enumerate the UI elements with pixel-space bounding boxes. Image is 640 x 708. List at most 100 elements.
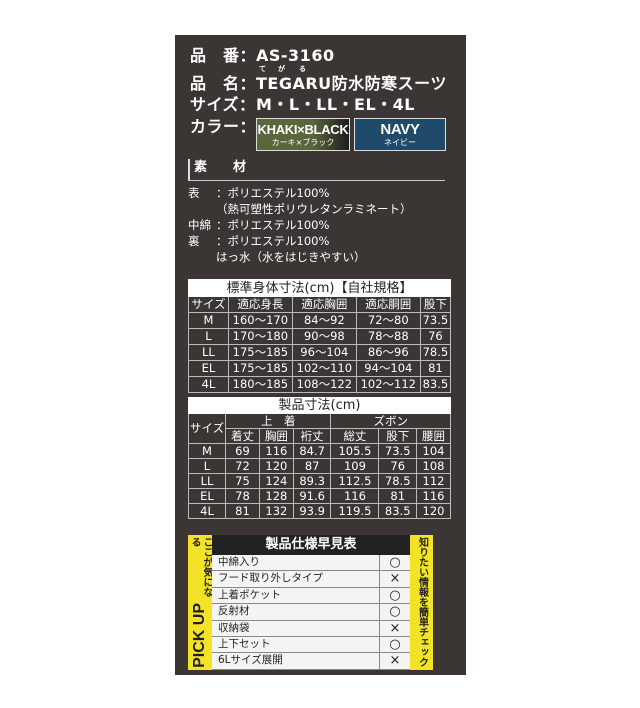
table-row: LL 175〜185 96〜104 86〜96 78.5: [188, 344, 452, 361]
material-line: はっ水（水をはじきやすい）: [216, 250, 366, 264]
table-cell: 109: [330, 458, 380, 474]
table-cell: L: [188, 458, 226, 474]
material-line: 表：ポリエステル100%: [188, 186, 330, 200]
table-cell: 120: [416, 503, 451, 519]
column-header: 適応胸囲: [291, 296, 357, 313]
table-cell: 84.7: [292, 443, 332, 459]
table-cell: 73.5: [378, 443, 418, 459]
table-cell: 73.5: [419, 312, 452, 329]
pickup-item: フード取り外しタイプ ×: [212, 571, 410, 588]
table-cell: EL: [188, 360, 229, 377]
table-cell: 72: [225, 458, 260, 474]
table-cell: 112.5: [330, 473, 380, 489]
column-header: 裄丈: [292, 428, 332, 444]
table-row: L 170〜180 90〜98 78〜88 76: [188, 328, 452, 345]
pickup-item: 中綿入り ○: [212, 555, 410, 572]
table-cell: M: [188, 312, 229, 329]
table-cell: 112: [416, 473, 451, 489]
table-cell: 69: [225, 443, 260, 459]
table-cell: 91.6: [292, 488, 332, 504]
material-line: （熱可塑性ポリウレタンラミネート）: [216, 202, 412, 216]
table-cell: 124: [258, 473, 294, 489]
column-header: 股下: [378, 428, 418, 444]
table-cell: 4L: [188, 503, 226, 519]
table-cell: EL: [188, 488, 226, 504]
pickup-item-mark: ○: [389, 604, 401, 620]
table-cell: 132: [258, 503, 294, 519]
pickup-item-name: フード取り外しタイプ: [212, 571, 380, 587]
column-header: 適応胴囲: [355, 296, 421, 313]
column-header: 適応身長: [227, 296, 293, 313]
body-table-title: 標準身体寸法(cm)【自社規格】: [188, 279, 451, 297]
table-cell: LL: [188, 473, 226, 489]
table-cell: 84〜92: [291, 312, 357, 329]
column-header: 着丈: [225, 428, 260, 444]
pickup-item-mark: ×: [389, 620, 401, 636]
table-cell: 180〜185: [227, 376, 293, 393]
product-size-table: 製品寸法(cm) サイズ上 着ズボン 着丈 胸囲 裄丈 総丈 股下 腰囲 M 69 116 84…: [188, 397, 451, 519]
product-sizes: サイズ：M・L・LL・EL・4L: [190, 95, 415, 114]
table-row: LL 75 124 89.3 112.5 78.5 112: [188, 473, 451, 489]
pickup-item: 上着ポケット ○: [212, 587, 410, 605]
material-line: 中綿 ：ポリエステル100%: [188, 218, 330, 232]
group-header: 上 着: [224, 413, 332, 429]
pickup-item-name: 上着ポケット: [212, 587, 380, 604]
table-cell: 87: [292, 458, 332, 474]
table-cell: M: [188, 443, 226, 459]
table-cell: 128: [258, 488, 294, 504]
table-cell: L: [188, 328, 229, 345]
pickup-item-mark: ○: [389, 636, 401, 652]
color-label: カラー：: [190, 117, 257, 136]
pickup-item-name: 収納袋: [212, 620, 380, 636]
table-cell: 170〜180: [227, 328, 293, 345]
table-cell: 96〜104: [291, 344, 357, 361]
material-heading: 素 材: [188, 159, 445, 181]
table-cell: 78: [225, 488, 260, 504]
column-header: サイズ: [188, 296, 229, 313]
table-cell: 116: [416, 488, 451, 504]
table-cell: 104: [416, 443, 451, 459]
pickup-right-strip: 知りたい情報を簡単チェック: [410, 535, 433, 670]
table-cell: 175〜185: [227, 360, 293, 377]
product-spec-panel: 品 番：AS-3160 品 名：てがる TEGARU防水防寒スーツ サイズ：M・L…: [175, 35, 466, 675]
table-cell: 72〜80: [355, 312, 421, 329]
pickup-section: ここが気になる PICK UP 製品仕様早見表 中綿入り ○ フード取り外しタイプ × 上…: [188, 535, 433, 670]
table-cell: LL: [188, 344, 229, 361]
table-row: 4L 81 132 93.9 119.5 83.5 120: [188, 503, 451, 519]
table-row: EL 78 128 91.6 116 81 116: [188, 488, 451, 504]
table-cell: 4L: [188, 376, 229, 393]
pickup-item: 収納袋 ×: [212, 620, 410, 637]
table-cell: 89.3: [292, 473, 332, 489]
table-row: M 69 116 84.7 105.5 73.5 104: [188, 443, 451, 459]
table-cell: 83.5: [378, 503, 418, 519]
pickup-item-name: 上下セット: [212, 636, 380, 653]
body-size-table: 標準身体寸法(cm)【自社規格】 サイズ 適応身長 適応胸囲 適応胴囲 股下 M 160〜…: [188, 279, 452, 393]
table-cell: 81: [419, 360, 452, 377]
material-line: 裏：ポリエステル100%: [188, 234, 330, 248]
table-cell: 160〜170: [227, 312, 293, 329]
table-cell: 78〜88: [355, 328, 421, 345]
product-table-title: 製品寸法(cm): [188, 397, 451, 414]
color-navy: NAVY ネイビー: [354, 118, 446, 151]
table-cell: 81: [378, 488, 418, 504]
table-cell: 102〜110: [291, 360, 357, 377]
pickup-item: 6Lサイズ展開 ×: [212, 653, 410, 670]
column-header: 胸囲: [258, 428, 294, 444]
column-header: 腰囲: [416, 428, 451, 444]
table-cell: 78.5: [419, 344, 452, 361]
table-cell: 93.9: [292, 503, 332, 519]
column-header: 総丈: [330, 428, 380, 444]
table-row: L 72 120 87 109 76 108: [188, 458, 451, 474]
table-cell: 81: [225, 503, 260, 519]
product-number: 品 番：AS-3160: [190, 46, 335, 65]
table-row: EL 175〜185 102〜110 94〜104 81: [188, 360, 452, 377]
table-cell: 76: [378, 458, 418, 474]
group-header: ズボン: [330, 413, 451, 429]
table-row: 4L 180〜185 108〜122 102〜112 83.5: [188, 376, 452, 393]
color-khaki-black: KHAKI×BLACK カーキ×ブラック: [256, 118, 350, 151]
table-row: M 160〜170 84〜92 72〜80 73.5: [188, 312, 452, 329]
table-cell: 76: [419, 328, 452, 345]
table-cell: 78.5: [378, 473, 418, 489]
table-cell: 86〜96: [355, 344, 421, 361]
table-cell: 105.5: [330, 443, 380, 459]
